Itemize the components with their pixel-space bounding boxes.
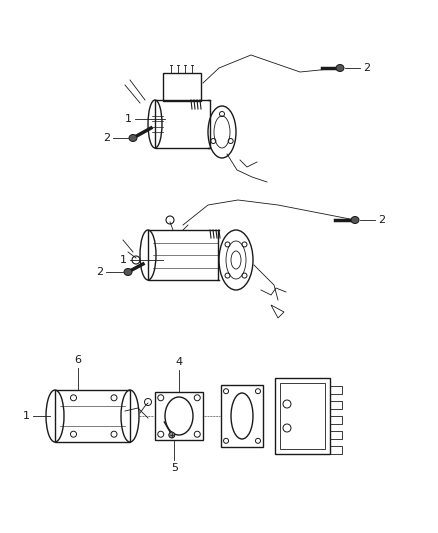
Text: 1: 1 xyxy=(120,255,127,265)
Bar xyxy=(275,378,330,454)
Bar xyxy=(221,385,263,447)
Bar xyxy=(280,383,325,449)
Bar xyxy=(155,392,203,440)
Text: 1: 1 xyxy=(23,411,30,421)
Text: 4: 4 xyxy=(176,357,183,367)
Text: 2: 2 xyxy=(378,215,385,225)
Text: 6: 6 xyxy=(74,355,81,365)
Ellipse shape xyxy=(336,64,344,71)
Ellipse shape xyxy=(129,134,137,141)
Text: 1: 1 xyxy=(125,114,132,124)
Text: 2: 2 xyxy=(103,133,110,143)
Text: 2: 2 xyxy=(96,267,103,277)
Ellipse shape xyxy=(124,269,132,276)
Bar xyxy=(155,100,210,148)
Bar xyxy=(55,390,130,442)
Bar xyxy=(163,73,201,101)
Circle shape xyxy=(169,432,175,438)
Ellipse shape xyxy=(351,216,359,223)
Bar xyxy=(148,230,218,280)
Text: 2: 2 xyxy=(363,63,370,73)
Text: 5: 5 xyxy=(171,463,178,473)
